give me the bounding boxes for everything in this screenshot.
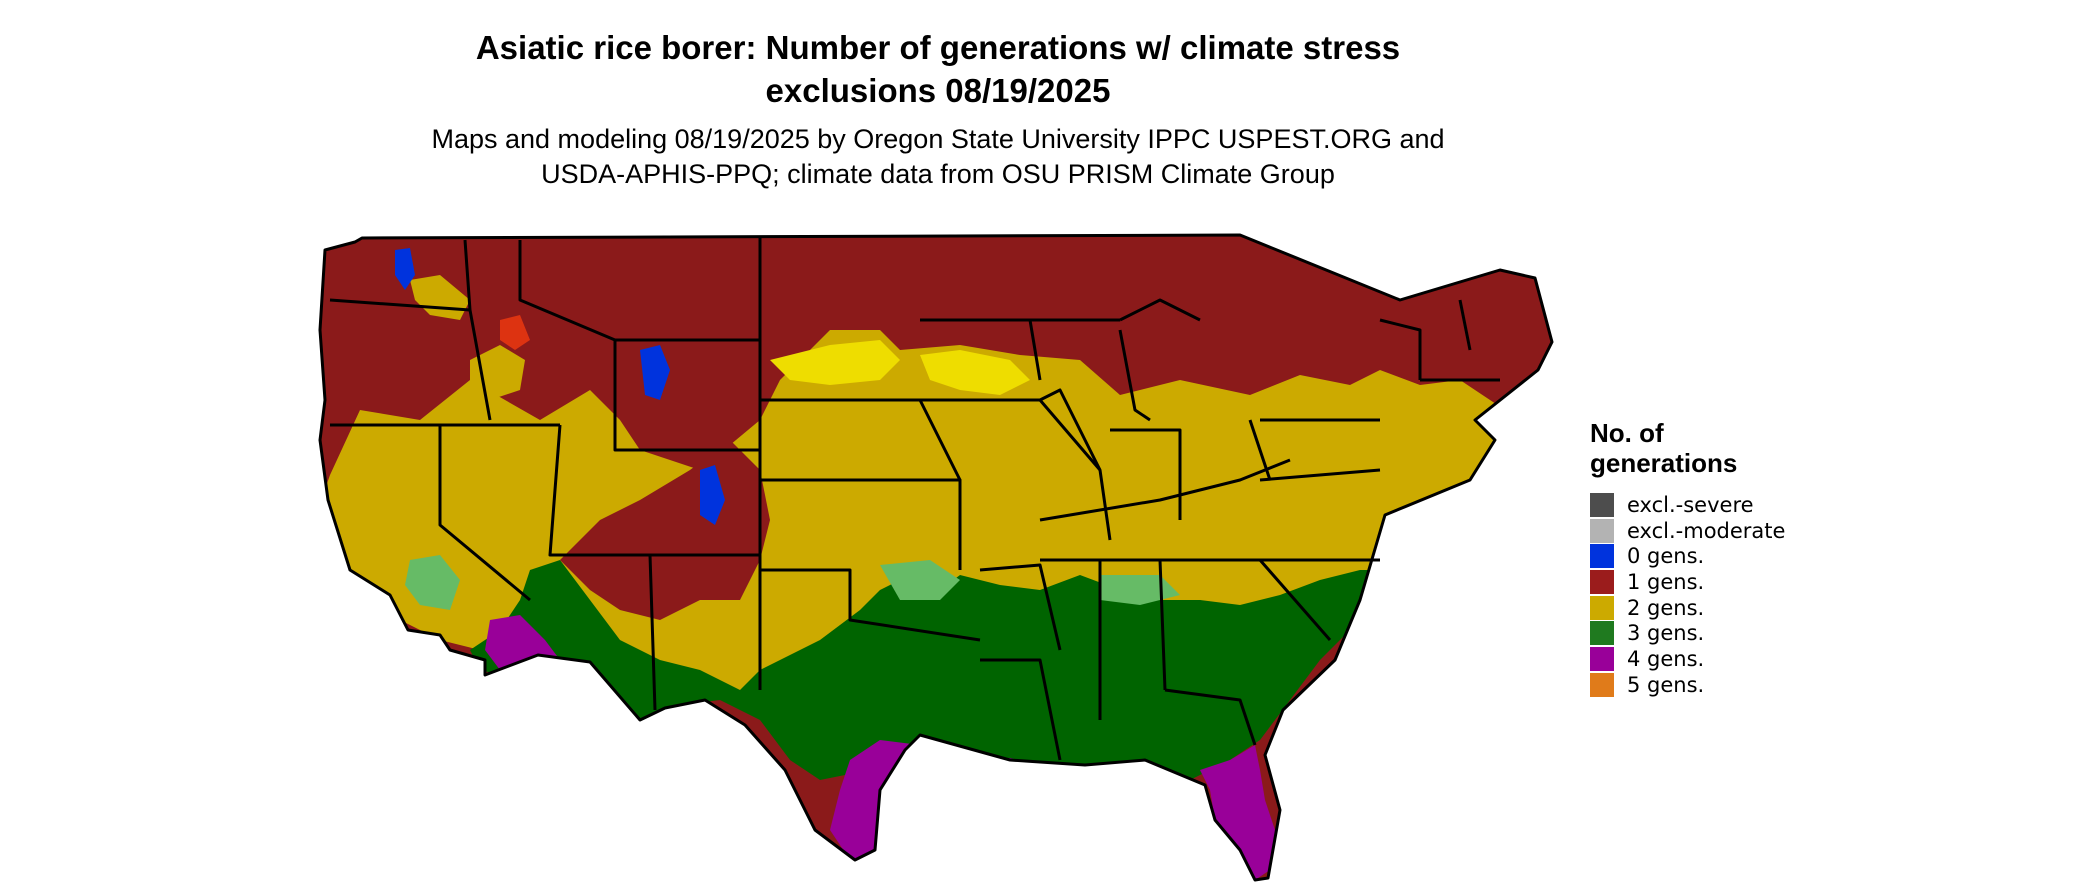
border-ky-oh	[1039, 458, 1291, 522]
border-mi	[1119, 298, 1201, 322]
zone-3-gens-light-gulf	[880, 560, 960, 600]
legend-label: 1 gens.	[1627, 569, 1705, 594]
legend-label: 5 gens.	[1627, 672, 1705, 697]
map-title-line-1: Asiatic rice borer: Number of generation…	[475, 29, 1401, 66]
zone-3-gens-south	[470, 560, 1400, 780]
legend-item: excl.-moderate	[1590, 518, 1785, 544]
legend-swatch	[1590, 518, 1614, 543]
legend-label: 4 gens.	[1627, 646, 1705, 671]
zone-0-gens-wa	[395, 248, 415, 290]
legend-title-line-2: generations	[1590, 448, 1738, 478]
legend-item: 3 gens.	[1590, 620, 1785, 646]
legend-items: excl.-severe excl.-moderate 0 gens. 1 gens.…	[1590, 492, 1785, 698]
border-tx-ok	[760, 568, 981, 642]
zone-1-gens-light-id	[500, 315, 530, 350]
border-oh-pa	[1248, 419, 1272, 481]
legend-item: 2 gens.	[1590, 595, 1785, 621]
legend-label: 0 gens.	[1627, 544, 1705, 569]
map-subtitle: Maps and modeling 08/19/2025 by Oregon S…	[0, 122, 1876, 192]
legend-swatch	[1590, 544, 1614, 569]
zone-2-gens-lightpatch-nd	[770, 340, 900, 385]
border-in-oh	[1110, 428, 1182, 520]
border-ga-fl	[1164, 688, 1257, 746]
legend-swatch	[1590, 595, 1614, 620]
map-title-line-2: exclusions 08/19/2025	[765, 72, 1111, 109]
legend-swatch	[1590, 672, 1614, 697]
legend-title-line-1: No. of	[1590, 418, 1664, 448]
legend-label: excl.-severe	[1627, 492, 1754, 517]
legend-swatch	[1590, 569, 1614, 594]
legend-label: excl.-moderate	[1627, 518, 1786, 543]
legend-label: 3 gens.	[1627, 621, 1705, 646]
legend-title: No. of generations	[1590, 418, 1785, 478]
legend-item: 1 gens.	[1590, 569, 1785, 595]
border-nh-me	[1458, 299, 1472, 351]
zone-2-gens-lightpatch-ia	[920, 350, 1030, 395]
legend-swatch	[1590, 646, 1614, 671]
legend-label: 2 gens.	[1627, 595, 1705, 620]
legend: No. of generations excl.-severe excl.-mod…	[1590, 418, 1785, 698]
zone-0-gens-co-1	[700, 465, 725, 525]
legend-item: 0 gens.	[1590, 543, 1785, 569]
state-borders	[318, 233, 1554, 882]
border-wy-co	[613, 340, 760, 452]
map-subtitle-line-1: Maps and modeling 08/19/2025 by Oregon S…	[431, 124, 1445, 154]
zone-0-gens-wy-1	[640, 345, 670, 400]
legend-swatch	[1590, 492, 1614, 517]
border-wa-or	[329, 298, 471, 312]
zone-2-gens-central	[320, 330, 1520, 700]
border-mo-ar	[979, 563, 1062, 651]
border-pa-md	[1259, 468, 1381, 482]
legend-swatch	[1590, 621, 1614, 646]
map-subtitle-line-2: USDA-APHIS-PPQ; climate data from OSU PR…	[541, 159, 1335, 189]
us-outline	[318, 233, 1554, 882]
border-id-west	[463, 239, 492, 421]
zone-3-gens-light-pale	[405, 555, 460, 610]
border-il	[1039, 388, 1112, 541]
border-mt-south	[518, 240, 760, 342]
border-ca-nv	[438, 425, 531, 602]
zone-4-gens-florida	[1200, 745, 1275, 880]
border-ny-vt	[1379, 318, 1422, 380]
border-la-ms	[980, 658, 1062, 761]
border-great-lakes	[1118, 329, 1151, 422]
legend-item: excl.-severe	[1590, 492, 1785, 518]
map-title: Asiatic rice borer: Number of generation…	[0, 26, 1876, 112]
legend-item: 4 gens.	[1590, 646, 1785, 672]
legend-item: 5 gens.	[1590, 672, 1785, 698]
